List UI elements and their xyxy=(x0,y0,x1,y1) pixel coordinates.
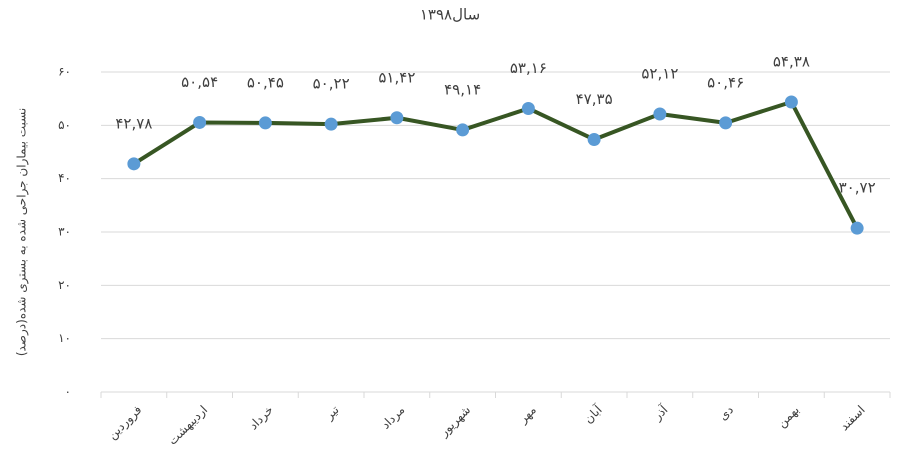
marker xyxy=(719,116,733,130)
x-tick-label: اسفند xyxy=(837,403,868,434)
x-tick-label: مهر xyxy=(515,403,539,427)
marker xyxy=(587,132,601,146)
marker xyxy=(390,111,404,125)
data-label: ۴۲,۷۸ xyxy=(115,114,152,132)
data-label: ۴۹,۱۴ xyxy=(444,80,481,98)
y-tick-label: ۰ xyxy=(65,385,71,399)
data-label: ۵۳,۱۶ xyxy=(510,59,547,77)
x-tick-label: تیر xyxy=(322,403,343,424)
y-tick-label: ۵۰ xyxy=(58,118,71,132)
y-tick-label: ۳۰ xyxy=(58,225,71,239)
x-tick-label: فروردین xyxy=(105,403,145,443)
marker xyxy=(324,117,338,131)
x-tick-label: مرداد xyxy=(378,403,408,433)
marker xyxy=(653,107,667,121)
y-tick-label: ۴۰ xyxy=(58,171,71,185)
x-tick-label: اردیبهشت xyxy=(165,403,211,449)
marker xyxy=(784,95,798,109)
x-tick-label: بهمن xyxy=(774,403,802,431)
data-label: ۳۰,۷۲ xyxy=(839,179,876,197)
y-tick-label: ۲۰ xyxy=(58,278,71,292)
data-label: ۵۰,۴۶ xyxy=(707,73,744,91)
data-label: ۵۲,۱۲ xyxy=(641,65,678,83)
marker xyxy=(127,157,141,171)
y-tick-label: ۶۰ xyxy=(58,65,71,79)
data-label: ۵۰,۴۵ xyxy=(247,73,284,91)
data-label: ۵۰,۵۴ xyxy=(181,73,218,91)
y-axis-label: نسبت بیماران جراحی شده به بستری شده(درصد… xyxy=(15,108,30,356)
x-tick-label: آبان xyxy=(581,402,606,427)
y-tick-label: ۱۰ xyxy=(58,331,71,345)
marker xyxy=(521,101,535,115)
data-label: ۵۱,۴۲ xyxy=(378,68,415,86)
x-tick-label: آذر xyxy=(649,402,672,425)
line xyxy=(132,99,859,230)
marker xyxy=(456,123,470,137)
data-label: ۴۷,۳۵ xyxy=(576,90,613,108)
marker xyxy=(258,116,272,130)
data-label: ۵۴,۳۸ xyxy=(773,52,810,70)
chart-title: سال۱۳۹۸ xyxy=(420,6,480,24)
x-tick-label: شهریور xyxy=(436,403,474,441)
x-tick-label: دی xyxy=(716,403,736,423)
marker xyxy=(193,115,207,129)
data-label: ۵۰,۲۲ xyxy=(313,75,350,93)
x-tick-label: خرداد xyxy=(246,403,276,433)
marker xyxy=(850,221,864,235)
